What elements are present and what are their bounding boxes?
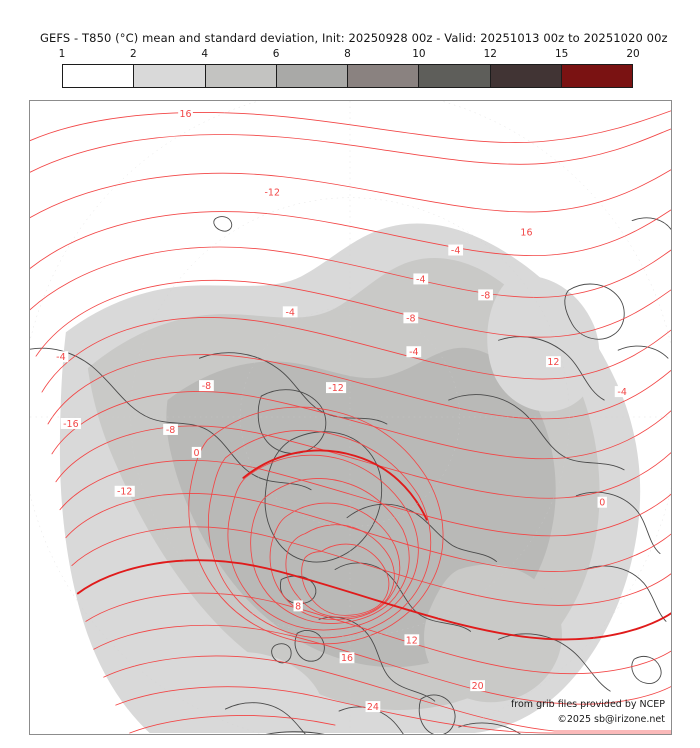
map-canvas[interactable]: 16 -12 16 -4 -4 -8 -4 -8 -4 12 -4 -8 -12 -4 -16 -8 0 -12 0… [29,100,672,735]
colorbar-cell-5 [419,65,491,87]
colorbar-cell-3 [276,65,348,87]
data-source-credit: from grib files provided by NCEP [510,699,665,710]
contour-label: -8 [202,381,211,392]
contour-label: -12 [265,188,280,199]
contour-label-bg [60,417,81,429]
contour-label-bg [403,312,419,324]
colorbar: 1 2 4 6 8 10 12 15 20 [59,48,640,88]
colorbar-cell-7 [561,65,632,87]
colorbar-tick-8: 8 [344,48,351,60]
zero-isotherm [76,449,671,641]
contour-label-bg [199,380,214,392]
contour-label-bg [282,306,298,318]
contour-label: -12 [117,487,132,498]
contour-label: 16 [179,109,191,120]
contour-label-bg [519,226,534,238]
colorbar-tick-2: 2 [130,48,137,60]
contour-label-bg [293,600,303,612]
colorbar-cell-4 [348,65,420,87]
contour-label-bg [339,652,355,664]
contour-label: 20 [472,681,484,692]
contour-label-bg [114,485,135,497]
contour-label: -12 [328,383,343,394]
contour-label: 0 [599,498,605,509]
contour-label-bg [178,107,193,119]
contour-label: 16 [520,228,532,239]
colorbar-tick-20: 20 [626,48,640,60]
colorbar-tick-4: 4 [201,48,209,60]
colorbar-tick-15: 15 [554,48,569,60]
contour-label: 12 [547,357,559,368]
contour-label-bg [406,346,422,358]
contour-label-bg [365,701,381,713]
contour-label: -8 [406,313,415,324]
colorbar-cell-6 [490,65,562,87]
colorbar-cell-1 [134,65,206,87]
colorbar-tick-6: 6 [272,48,280,60]
contour-label-bg [470,680,485,692]
contour-label-bg [53,351,69,363]
colorbar-cell-2 [205,65,277,87]
contour-label: -4 [451,246,460,257]
contour-label-bg [325,382,347,394]
contour-label-bg [191,446,202,458]
contour-label-bg [163,423,178,435]
contour-label: -4 [617,387,626,398]
contour-label-group: 16 -12 16 -4 -4 -8 -4 -8 -4 12 -4 -8 -12 -4 -16 -8 0 -12 0… [53,107,630,713]
colorbar-tick-10: 10 [412,48,426,60]
contour-label: 12 [406,635,418,646]
colorbar-tick-12: 12 [483,48,497,60]
contour-label: -4 [416,274,425,285]
page-title: GEFS - T850 (°C) mean and standard devia… [40,31,668,45]
contour-label: 24 [367,702,379,713]
contour-label: 8 [295,601,301,612]
map-plot: 16 -12 16 -4 -4 -8 -4 -8 -4 12 -4 -8 -12 -4 -16 -8 0 -12 0… [30,101,671,734]
contour-label-bg [545,356,561,368]
contour-label-bg [614,386,630,398]
contour-label-bg [413,273,429,285]
colorbar-cell-0 [63,65,135,87]
contour-label-bg [478,289,493,301]
contour-label-bg [262,186,283,198]
colorbar-tick-1: 1 [58,48,66,60]
copyright-credit: ©2025 sb@irizone.net [557,714,665,725]
contour-label: -4 [409,347,418,358]
contour-label-bg [448,244,464,256]
contour-label: 0 [193,448,199,459]
contour-label: -16 [63,419,78,430]
contour-label-bg [597,496,607,508]
contour-label: -8 [481,290,490,301]
colorbar-gradient [62,64,633,88]
contour-label: -4 [56,352,65,363]
colorbar-tick-labels: 1 2 4 6 8 10 12 15 20 [58,48,640,62]
contour-label: 16 [341,653,353,664]
contour-label: -8 [166,425,175,436]
contour-label-bg [404,634,420,646]
contour-label: -4 [285,307,294,318]
graticule [30,101,671,734]
